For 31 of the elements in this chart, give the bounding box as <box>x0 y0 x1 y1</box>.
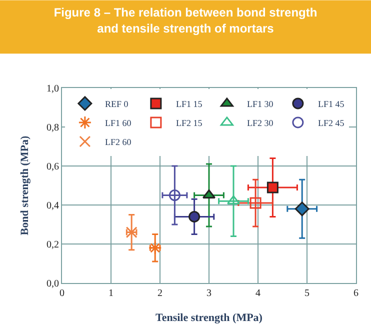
x-tick-label: 6 <box>354 288 358 299</box>
x-tick-label: 4 <box>256 288 260 299</box>
legend-label: LF2 15 <box>176 118 203 128</box>
legend-label: LF2 60 <box>104 136 132 147</box>
point <box>266 182 278 194</box>
y-tick-label: 1,0 <box>46 84 59 94</box>
chart-title: Figure 8 – The relation between bond strength and tensile strength of mortars <box>54 6 318 36</box>
legend-label: LF1 60 <box>104 118 132 128</box>
x-axis-title: Tensile strength (MPa) <box>156 312 263 324</box>
legend-label: LF1 30 <box>246 98 274 109</box>
y-tick-label: 0,4 <box>46 200 59 212</box>
legend-label: LF1 45 <box>318 98 345 109</box>
point <box>168 190 180 201</box>
y-tick-label: 0,2 <box>46 240 59 250</box>
y-tick-label: 0,8 <box>46 122 59 134</box>
legend-label: LF2 45 <box>318 118 345 128</box>
x-tick-label: 3 <box>206 288 212 299</box>
point <box>148 241 162 255</box>
x-tick-label: 0 <box>60 288 64 299</box>
legend-label: LF2 30 <box>246 118 274 128</box>
point <box>250 197 262 209</box>
x-tick-label: 5 <box>304 288 310 299</box>
legend-label: REF 0 <box>104 98 129 109</box>
x-tick-label: 1 <box>108 288 114 299</box>
y-axis-title: Bond strength (MPa) <box>19 135 32 236</box>
legend-label: LF1 15 <box>176 98 203 109</box>
x-tick-label: 2 <box>158 288 162 299</box>
point <box>188 210 200 222</box>
y-tick-label: 0,0 <box>46 278 59 290</box>
point <box>294 202 310 216</box>
y-tick-label: 0,6 <box>46 162 59 172</box>
